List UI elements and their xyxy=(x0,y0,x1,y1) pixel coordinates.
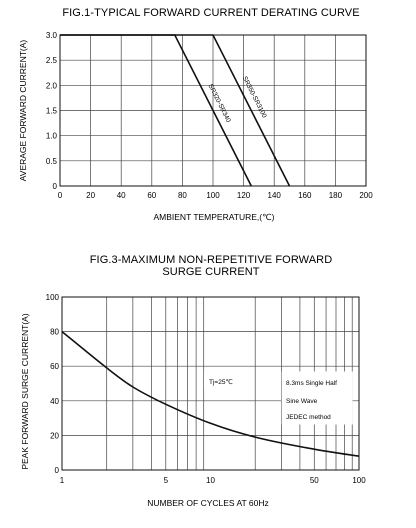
x-tick-label: 80 xyxy=(178,191,187,200)
x-tick-label: 160 xyxy=(298,191,312,200)
y-tick-label: 0 xyxy=(55,466,60,475)
annotation-line-1: 8.3ms Single Half xyxy=(286,380,337,387)
y-tick-label: 80 xyxy=(50,328,59,337)
y-tick-label: 2.5 xyxy=(46,56,58,65)
x-tick-label: 100 xyxy=(352,476,366,485)
x-tick-label: 180 xyxy=(329,191,343,200)
derating-chart: FIG.1-TYPICAL FORWARD CURRENT DERATING C… xyxy=(18,7,373,222)
y-tick-label: 40 xyxy=(50,397,59,406)
chart-subtitle: SURGE CURRENT xyxy=(162,266,259,278)
y-tick-label: 20 xyxy=(50,431,59,440)
x-tick-label: 50 xyxy=(310,476,319,485)
y-axis-label: PEAK FORWARD SURGE CURRENT(A) xyxy=(20,313,30,469)
plot-frame xyxy=(61,296,360,471)
x-tick-label: 40 xyxy=(117,191,126,200)
annotation-line-3: JEDEC method xyxy=(286,414,331,421)
y-tick-label: 2.0 xyxy=(46,81,58,90)
series-line-2 xyxy=(60,34,291,187)
x-tick-label: 20 xyxy=(86,191,95,200)
y-tick-label: 1.0 xyxy=(46,132,58,141)
y-tick-label: 0 xyxy=(53,182,58,191)
x-tick-label: 140 xyxy=(268,191,282,200)
surge-curve-line xyxy=(61,330,360,457)
x-tick-label: 5 xyxy=(164,476,169,485)
y-tick-label: 1.5 xyxy=(46,107,58,116)
y-axis-label: AVERAGE FORWARD CURRENT(A) xyxy=(18,40,28,182)
annotation-bg xyxy=(204,374,238,388)
x-tick-label: 1 xyxy=(60,476,65,485)
chart-title: FIG.3-MAXIMUM NON-REPETITIVE FORWARD xyxy=(90,254,333,266)
y-tick-label: 60 xyxy=(50,362,59,371)
x-axis-label: AMBIENT TEMPERATURE,(℃) xyxy=(153,212,274,222)
y-tick-label: 100 xyxy=(46,293,60,302)
x-tick-label: 120 xyxy=(237,191,251,200)
x-tick-label: 60 xyxy=(147,191,156,200)
annotation-box xyxy=(281,371,353,425)
x-tick-label: 100 xyxy=(206,191,220,200)
x-tick-label: 10 xyxy=(206,476,215,485)
x-tick-label: 0 xyxy=(58,191,63,200)
y-tick-label: 0.5 xyxy=(46,157,58,166)
annotation-tj: Tj=25℃ xyxy=(209,378,233,386)
annotation-line-2: Sine Wave xyxy=(286,398,318,405)
chart-title: FIG.1-TYPICAL FORWARD CURRENT DERATING C… xyxy=(62,7,359,19)
y-tick-label: 3.0 xyxy=(46,31,58,40)
x-axis-label: NUMBER OF CYCLES AT 60Hz xyxy=(147,498,269,508)
x-tick-label: 200 xyxy=(359,191,373,200)
